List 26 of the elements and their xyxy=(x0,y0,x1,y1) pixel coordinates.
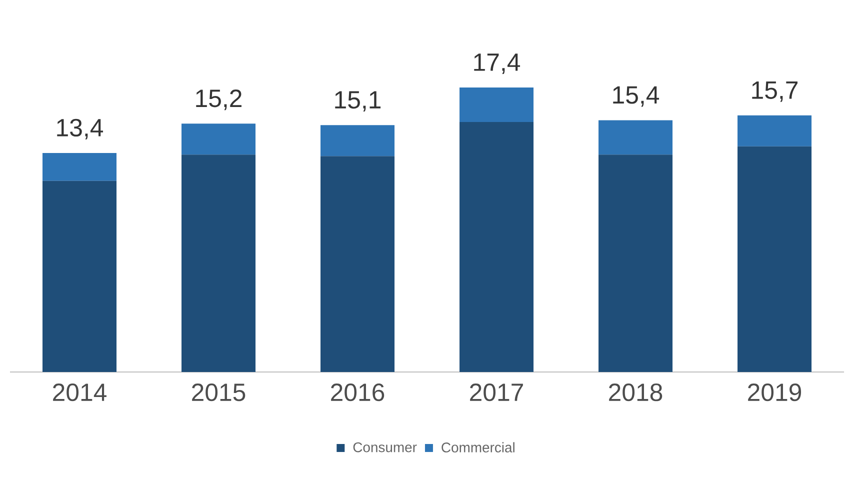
bar xyxy=(320,156,395,372)
bar xyxy=(42,152,116,181)
x-tick-label: 2017 xyxy=(470,384,523,402)
text: 17,4 xyxy=(474,54,520,74)
legend-label: Consumer xyxy=(353,442,417,452)
bar xyxy=(598,154,673,372)
bar xyxy=(460,88,534,122)
bar xyxy=(738,115,812,146)
bar xyxy=(460,122,534,372)
annotation: 15,1 xyxy=(335,91,381,112)
bar xyxy=(598,120,673,155)
bar xyxy=(320,125,395,156)
bar xyxy=(182,124,256,155)
legend-label: Commercial xyxy=(442,442,514,452)
x-tick-label: 2015 xyxy=(192,384,246,402)
bar xyxy=(42,180,116,372)
bar xyxy=(738,146,812,372)
annotation: 15,2 xyxy=(196,90,242,110)
x-tick-label: 2019 xyxy=(748,384,802,402)
annotation: 13,4 xyxy=(57,118,104,140)
bar xyxy=(182,154,256,372)
annotation: 15,7 xyxy=(752,82,798,102)
x-tick-label: 2018 xyxy=(609,384,662,402)
x-tick-label: 2014 xyxy=(53,384,106,402)
annotation: 15,4 xyxy=(613,86,660,107)
x-tick-label: 2016 xyxy=(331,384,384,402)
